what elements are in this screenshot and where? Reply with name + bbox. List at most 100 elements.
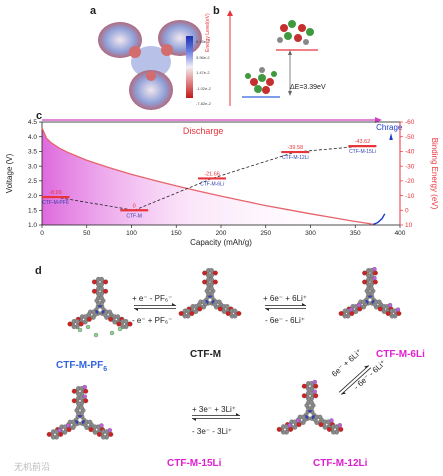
watermark: 无机前沿 <box>14 462 51 472</box>
esp-colorbar <box>186 36 193 98</box>
ctf-m-pf6-arm-oxygen <box>108 316 114 322</box>
energy-level-value: 0 <box>133 203 136 209</box>
ctf-m-pf6-arm-carbon <box>115 314 121 320</box>
ctf-m-6li-arm-lithium <box>356 302 361 308</box>
ctf-m-pf6-arm-oxygen <box>86 316 92 322</box>
y-tick-label: 4.0 <box>28 134 37 141</box>
x-axis-label: Capacity (mAh/g) <box>190 238 252 247</box>
y2-tick-label: -10 <box>405 193 415 200</box>
ctf-m-12li-arm-lithium <box>312 389 317 394</box>
ctf-m-12li-arm-oxygen <box>288 426 294 432</box>
ctf-m-arm-oxygen <box>217 306 223 312</box>
panel-b-label: b <box>213 5 220 17</box>
ctf-m-15li-arm-oxygen <box>46 431 52 437</box>
discharge-arrow-head <box>374 117 383 123</box>
charge-arrow-head <box>389 133 393 140</box>
ctf-m-15li-arm-oxygen <box>108 431 114 437</box>
y-tick-label: 2.0 <box>28 193 37 200</box>
ctf-m-12li-arm-carbon <box>317 414 323 420</box>
ctf-m-6li-arm-oxygen <box>377 306 383 312</box>
y2-tick-label: 0 <box>405 207 409 214</box>
equilibrium-3 <box>338 365 372 395</box>
ctf-m-6li-arm-oxygen <box>372 270 378 276</box>
label-ctf-m-12li: CTF-M-12Li <box>313 458 368 469</box>
y-tick-label: 1.5 <box>28 207 37 214</box>
reaction-1-forward: + e⁻ - PF₆⁻ <box>132 294 173 303</box>
ctf-m-6li-arm-oxygen <box>385 311 391 316</box>
x-tick-label: 0 <box>40 230 44 237</box>
ctf-m-pf6-arm-carbon <box>74 318 80 324</box>
pf6-fluorine <box>77 327 83 333</box>
esp-map-image <box>98 20 202 110</box>
ctf-m-12li-arm-carbon <box>309 400 314 405</box>
reaction-2-reverse: - 6e⁻ - 6Li⁺ <box>265 316 306 325</box>
ctf-m-pf6-arm-carbon <box>123 318 129 324</box>
ctf-m-15li-arm-lithium <box>82 384 87 390</box>
energy-level-diagram <box>227 10 318 106</box>
ctf-m-6li-arm-oxygen <box>396 311 402 316</box>
ctf-m-15li-arm-oxygen <box>58 431 64 437</box>
ctf-m-6li-arm-carbon <box>361 299 367 305</box>
x-tick-label: 250 <box>260 230 271 237</box>
ctf-m-arm-oxygen <box>202 279 208 285</box>
ctf-m-arm-oxygen <box>225 311 231 316</box>
ctf-m-pf6-arm-oxygen <box>103 288 109 294</box>
voltage-chart: Discharge Chrage -8.99 CTF-M-PF6 0 CTF-M -21.6… <box>5 117 439 247</box>
x-tick-label: 150 <box>171 230 182 237</box>
x-tick-label: 400 <box>395 230 406 237</box>
ctf-m-15li-arm-lithium <box>57 428 62 433</box>
discharge-area <box>42 127 374 225</box>
charge-label: Chrage <box>376 123 403 132</box>
pf6-fluorine <box>85 324 91 330</box>
ctf-m-15li-arm-oxygen <box>83 398 89 404</box>
ctf-m-15li-arm-oxygen <box>71 398 77 404</box>
colorbar-tick: 6.45e-2 <box>196 39 210 44</box>
energy-level-name: CTF-M-15Li <box>349 149 376 155</box>
energy-level-value: -8.99 <box>49 190 62 196</box>
ctf-m-12li-arm-oxygen <box>276 426 282 432</box>
ctf-m-pf6-arm-carbon <box>99 295 104 301</box>
reaction-2-forward: + 6e⁻ + 6Li⁺ <box>263 294 308 303</box>
ctf-m-arm-carbon <box>232 308 238 314</box>
pf6-fluorine <box>93 332 99 338</box>
x-tick-label: 300 <box>305 230 316 237</box>
equilibrium-4-arrow-head <box>236 413 240 416</box>
ctf-m-arm-carbon <box>216 299 222 305</box>
ctf-m-pf6-arm-carbon <box>91 309 96 315</box>
label-ctf-m-15li: CTF-M-15Li <box>167 458 222 469</box>
y2-tick-label: -20 <box>405 178 415 185</box>
ctf-m-12li-arm-oxygen <box>313 383 319 389</box>
ctf-m-6li-arm-lithium <box>348 307 354 312</box>
equilibrium-2-arrow-head <box>302 303 306 306</box>
ctf-m-15li-arm-oxygen <box>96 431 102 437</box>
ctf-m-6li-arm-oxygen <box>372 279 378 285</box>
pf6-fluorine <box>109 330 115 336</box>
ctf-m-12li-arm-lithium <box>329 418 334 423</box>
equilibrium-1-arrow-head <box>134 308 138 311</box>
equilibrium-2-arrow-head <box>265 308 269 311</box>
ctf-m-12li-arm-lithium <box>312 379 317 385</box>
ctf-m-12li-arm-oxygen <box>301 393 307 399</box>
ctf-m-pf6-arm-oxygen <box>103 279 109 285</box>
structures-scheme <box>46 266 402 440</box>
ctf-m-15li-arm-oxygen <box>66 427 72 433</box>
ctf-m-arm-oxygen <box>236 311 242 316</box>
ctf-m-12li-arm-lithium <box>337 423 343 428</box>
y2-tick-label: -40 <box>405 149 415 156</box>
x-tick-label: 350 <box>350 230 361 237</box>
gap-label: ΔE=3.39eV <box>290 84 326 91</box>
energy-level-name: CTF-M-12Li <box>282 155 309 161</box>
ctf-m-6li-arm-carbon <box>376 299 382 305</box>
ctf-m-pf6-arm-carbon <box>82 314 88 320</box>
ctf-m-arm-oxygen <box>197 306 203 312</box>
homo-orbital-structure <box>245 67 277 94</box>
ctf-m-15li-arm-oxygen <box>71 388 77 394</box>
colorbar-tick: -7.82e-2 <box>196 101 211 106</box>
esp-surface <box>98 20 202 110</box>
ctf-m-pf6-arm-oxygen <box>91 279 97 285</box>
energy-level-name: CTF-M-6Li <box>200 181 224 187</box>
y-tick-label: 3.5 <box>28 149 37 156</box>
ctf-m-12li-arm-oxygen <box>326 426 332 432</box>
ctf-m-pf6-arm-carbon <box>99 286 104 291</box>
pf6-fluorine <box>117 326 123 332</box>
